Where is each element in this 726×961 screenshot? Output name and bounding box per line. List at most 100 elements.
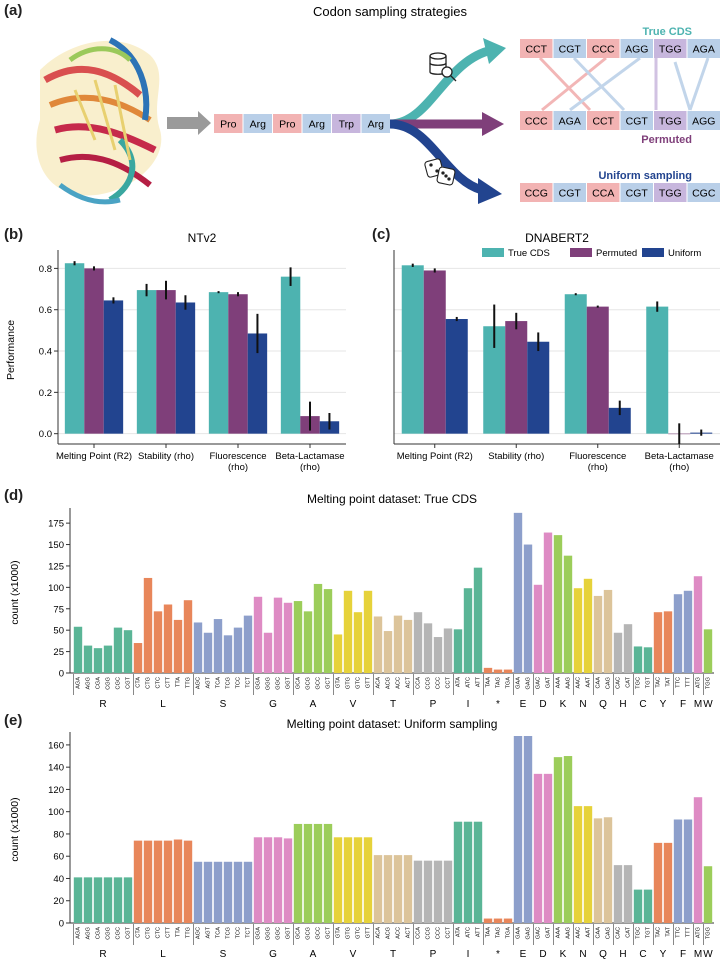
dnabert2-performance-chart: DNABERT2 Melting Point (R2) Stability (rho… bbox=[393, 231, 720, 473]
bar-codon-ttc bbox=[673, 594, 683, 673]
bar-codon-gtt bbox=[363, 837, 373, 923]
codon-tick-label: GAC bbox=[535, 677, 541, 689]
bar-true-cds bbox=[208, 292, 229, 434]
codon-tick-label: GAG bbox=[525, 677, 531, 689]
bar-codon-gag bbox=[523, 544, 533, 673]
bar-permuted bbox=[84, 268, 104, 434]
codon-tick-label: ATA bbox=[455, 927, 461, 937]
dice-icon bbox=[424, 158, 456, 186]
codon-tick-label: AAG bbox=[565, 927, 571, 939]
codon-tick-label: TCT bbox=[245, 926, 251, 937]
amino-acid-label: T bbox=[390, 699, 396, 710]
bar-codon-cgg bbox=[103, 877, 113, 923]
bar-codon-tgt bbox=[643, 647, 653, 673]
true-cds-codon-box bbox=[687, 39, 720, 58]
bar-permuted bbox=[156, 290, 176, 434]
amino-acid-label: V bbox=[350, 699, 357, 710]
uniform-codon-count-chart: Melting point dataset: Uniform sampling 0… bbox=[9, 717, 714, 960]
uniform-codon-label: CGC bbox=[692, 188, 716, 200]
bar-codon-ata bbox=[453, 821, 463, 923]
uniform-codon-box bbox=[687, 183, 720, 202]
bar-codon-gaa bbox=[513, 512, 523, 673]
amino-acid-label: P bbox=[430, 949, 437, 960]
bar-codon-ttt bbox=[683, 819, 693, 923]
uniform-codon-box bbox=[553, 183, 586, 202]
bar-permuted bbox=[228, 294, 248, 434]
codon-tick-label: GGG bbox=[265, 677, 271, 690]
permuted-codon-label: CCC bbox=[525, 116, 548, 128]
y-tick-label: 175 bbox=[48, 519, 64, 530]
bar-codon-aat bbox=[583, 806, 593, 923]
bar-permuted bbox=[586, 306, 609, 434]
codon-tick-label: GCA bbox=[295, 927, 301, 939]
permuted-codon-box bbox=[587, 111, 620, 130]
bar-codon-cga bbox=[93, 648, 103, 673]
bar-codon-caa bbox=[593, 818, 603, 923]
codon-tick-label: ATG bbox=[695, 677, 701, 688]
codon-tick-label: CGT bbox=[125, 926, 131, 938]
permuted-codon-box bbox=[654, 111, 687, 130]
chart-title: Melting point dataset: True CDS bbox=[307, 492, 477, 506]
bar-codon-aag bbox=[563, 555, 573, 673]
protein-residue-label: Pro bbox=[279, 119, 296, 131]
bar-codon-cgt bbox=[123, 630, 133, 673]
legend-swatch-true-cds bbox=[482, 248, 504, 257]
codon-tick-label: GCC bbox=[315, 927, 321, 939]
gray-arrow-icon bbox=[167, 111, 211, 135]
x-tick-label: Fluorescence bbox=[209, 451, 266, 462]
bar-codon-taa bbox=[483, 667, 493, 673]
legend-label-true-cds: True CDS bbox=[508, 248, 550, 259]
codon-tick-label: CCC bbox=[435, 677, 441, 689]
permuted-codon-label: AGG bbox=[692, 116, 715, 128]
uniform-codon-label: CGT bbox=[559, 188, 582, 200]
bar-codon-cct bbox=[443, 628, 453, 673]
bar-codon-gag bbox=[523, 736, 533, 923]
x-tick-label: Stability (rho) bbox=[138, 451, 194, 462]
bar-codon-tat bbox=[663, 842, 673, 923]
bar-codon-gct bbox=[323, 589, 333, 673]
amino-acid-label: I bbox=[467, 949, 470, 960]
protein-residue-box bbox=[332, 114, 361, 133]
bar-codon-cag bbox=[603, 817, 613, 923]
amino-acid-label: T bbox=[390, 949, 396, 960]
bar-codon-ttt bbox=[683, 590, 693, 673]
codon-tick-label: CTT bbox=[165, 926, 171, 937]
amino-acid-label: Q bbox=[599, 699, 607, 710]
permuted-codon-box bbox=[620, 111, 653, 130]
bar-codon-agt bbox=[203, 632, 213, 673]
bar-codon-tat bbox=[663, 611, 673, 673]
bar-true-cds bbox=[564, 294, 587, 434]
legend-swatch-uniform bbox=[642, 248, 664, 257]
amino-acid-label: H bbox=[619, 949, 626, 960]
y-tick-label: 40 bbox=[53, 874, 64, 885]
true-cds-codon-box bbox=[587, 39, 620, 58]
bar-codon-cta bbox=[133, 643, 143, 673]
bar-codon-tgg bbox=[703, 629, 713, 673]
permuted-codon-label: CCT bbox=[592, 116, 614, 128]
codon-tick-label: AGA bbox=[75, 927, 81, 939]
codon-tick-label: GGC bbox=[275, 677, 281, 690]
panel-label-c: (c) bbox=[372, 226, 391, 243]
codon-tick-label: TAT bbox=[665, 926, 671, 936]
bar-codon-ccg bbox=[423, 860, 433, 923]
chart-title: Melting point dataset: Uniform sampling bbox=[287, 717, 498, 731]
amino-acid-label: S bbox=[220, 949, 227, 960]
amino-acid-label: A bbox=[310, 949, 317, 960]
bar-codon-gta bbox=[333, 634, 343, 673]
bar-codon-gtc bbox=[353, 612, 363, 673]
legend-label-permuted: Permuted bbox=[596, 248, 637, 259]
bar-codon-gca bbox=[293, 601, 303, 673]
protein-residue-label: Arg bbox=[309, 119, 326, 131]
permutation-arrows bbox=[538, 56, 710, 112]
codon-tick-label: CGG bbox=[105, 927, 111, 940]
bar-codon-agc bbox=[193, 861, 203, 923]
codon-tick-label: GGT bbox=[285, 926, 291, 939]
codon-tick-label: GCG bbox=[305, 927, 311, 940]
bar-codon-acc bbox=[393, 855, 403, 923]
codon-tick-label: AAA bbox=[555, 677, 561, 688]
codon-tick-label: TGG bbox=[705, 927, 711, 939]
amino-acid-label: D bbox=[539, 949, 546, 960]
bar-codon-agc bbox=[193, 622, 203, 673]
bar-codon-aat bbox=[583, 578, 593, 673]
codon-tick-label: ACA bbox=[375, 677, 381, 689]
